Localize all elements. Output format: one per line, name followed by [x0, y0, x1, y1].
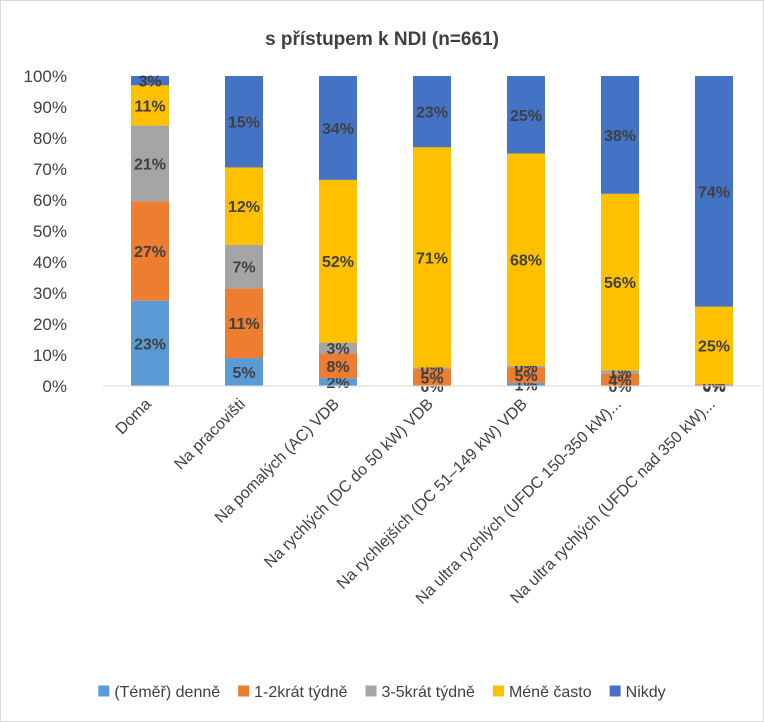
y-tick-label: 10%	[33, 346, 67, 365]
data-label: 8%	[326, 359, 349, 376]
data-label: 15%	[228, 115, 260, 132]
bar-segment	[319, 76, 357, 180]
legend-item: Nikdy	[609, 684, 666, 701]
legend: (Téměř) denně 1-2krát týdně 3-5krát týdně M…	[98, 684, 666, 701]
legend-label: 1-2krát týdně	[254, 684, 347, 701]
bar-segment	[131, 85, 169, 126]
x-tick-label: Na rychlejších (DC 51–149 kW) VDB	[334, 396, 531, 593]
y-tick-label: 50%	[33, 222, 67, 241]
y-tick-label: 40%	[33, 253, 67, 272]
bar-segment	[601, 370, 639, 374]
legend-item: 3-5krát týdně	[365, 684, 475, 701]
chart-title: s přístupem k NDI (n=661)	[265, 29, 499, 50]
legend-label: Méně často	[509, 684, 592, 701]
bar-segment	[601, 373, 639, 386]
bar-segment	[507, 367, 545, 383]
y-tick-label: 20%	[33, 315, 67, 334]
data-label: 25%	[510, 108, 542, 125]
bar-segment	[507, 365, 545, 368]
bar-segment	[601, 76, 639, 194]
bar-segment	[131, 125, 169, 202]
data-label: 23%	[416, 105, 448, 122]
data-label: 11%	[134, 98, 165, 115]
bar-segment	[413, 368, 451, 386]
data-label: 5%	[420, 370, 443, 387]
y-tick-label: 70%	[33, 160, 67, 179]
bar-segment	[131, 76, 169, 86]
data-label: 74%	[698, 184, 730, 201]
x-tick-label: Na rychlých (DC do 50 kW) VDB	[261, 396, 436, 571]
y-axis: 0% 10% 20% 30% 40% 50% 60% 70% 80% 90% 100%	[24, 67, 67, 396]
data-label: 52%	[322, 254, 354, 271]
bar-segment	[695, 76, 733, 307]
bar-segment	[507, 382, 545, 386]
bar-segment	[225, 288, 263, 359]
bar-segment	[225, 167, 263, 245]
x-tick-label: Na pracovišti	[171, 396, 248, 473]
bar-segment	[225, 244, 263, 289]
bar-segment	[695, 306, 733, 385]
legend-marker	[238, 685, 250, 697]
y-tick-label: 0%	[42, 377, 67, 396]
bars: 23%27%21%11%3%5%11%7%12%15%2%8%3%52%34%0…	[131, 74, 733, 396]
data-label: 7%	[232, 260, 255, 277]
bar-segment	[507, 76, 545, 154]
bar-segment	[413, 76, 451, 148]
data-label: 23%	[134, 336, 166, 353]
bar-segment	[695, 384, 733, 386]
data-label: 5%	[514, 368, 537, 385]
data-label: 3%	[138, 74, 161, 91]
data-label: 12%	[228, 199, 260, 216]
x-tick-label: Na ultra rychlých (UFDC nad 350 kW)...	[508, 396, 719, 607]
bar-segment	[131, 201, 169, 301]
data-label: 27%	[134, 244, 166, 261]
legend-marker	[365, 685, 377, 697]
bar-segment	[319, 353, 357, 379]
x-tick-label: Doma	[113, 396, 155, 438]
legend-label: Nikdy	[626, 684, 666, 701]
data-label: 38%	[604, 128, 636, 145]
legend-item: 1-2krát týdně	[238, 684, 348, 701]
bar-segment	[319, 179, 357, 343]
bar-segment	[319, 378, 357, 386]
bar-segment	[319, 342, 357, 354]
data-label: 3%	[326, 341, 349, 358]
y-tick-label: 60%	[33, 191, 67, 210]
data-label: 68%	[510, 253, 542, 270]
data-label: 56%	[604, 275, 636, 292]
legend-label: (Téměř) denně	[114, 684, 220, 701]
legend-label: 3-5krát týdně	[382, 684, 475, 701]
bar-segment	[225, 358, 263, 386]
legend-item: (Téměř) denně	[98, 684, 220, 701]
y-tick-label: 80%	[33, 129, 67, 148]
y-tick-label: 30%	[33, 284, 67, 303]
data-label: 21%	[134, 157, 166, 174]
legend-marker	[492, 685, 504, 697]
bar-segment	[225, 76, 263, 168]
y-tick-label: 90%	[33, 98, 67, 117]
bar-segment	[507, 153, 545, 366]
y-tick-label: 100%	[24, 67, 67, 86]
legend-marker	[609, 685, 621, 697]
bar-segment	[413, 367, 451, 369]
bar-segment	[601, 193, 639, 371]
data-label: 25%	[698, 338, 730, 355]
legend-item: Méně často	[492, 684, 592, 701]
legend-marker	[98, 685, 110, 697]
bar-segment	[131, 300, 169, 386]
x-tick-label: Na ultra rychlých (UFDC 150-350 kW)...	[413, 396, 625, 608]
data-label: 34%	[322, 121, 354, 138]
data-label: 2%	[326, 375, 349, 392]
data-label: 11%	[228, 316, 259, 333]
data-label: 5%	[232, 365, 255, 382]
data-label: 71%	[416, 250, 448, 267]
bar-segment	[413, 147, 451, 368]
